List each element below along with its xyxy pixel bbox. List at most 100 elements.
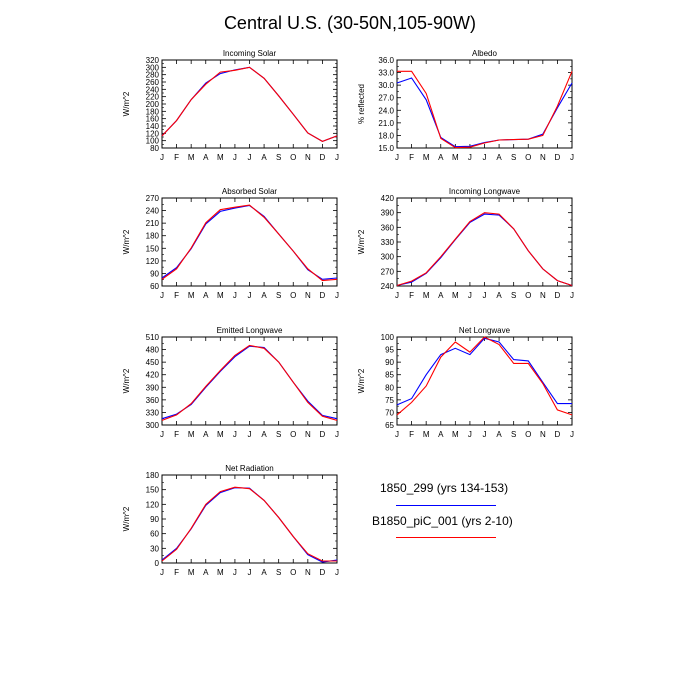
x-tick-label: N (540, 153, 546, 162)
x-tick-label: J (233, 568, 237, 577)
y-tick-label: 330 (146, 408, 160, 417)
y-tick-label: 360 (381, 223, 395, 232)
y-tick-label: 480 (146, 346, 160, 355)
y-tick-label: 0 (155, 559, 160, 568)
y-tick-label: 30.0 (378, 81, 394, 90)
series-line-blue (161, 204, 338, 280)
y-tick-label: 180 (146, 232, 160, 241)
y-tick-label: 18.0 (378, 131, 394, 140)
x-tick-label: S (276, 430, 281, 439)
x-tick-label: F (174, 153, 179, 162)
y-axis-label: W/m^2 (122, 368, 131, 393)
x-tick-label: A (496, 291, 502, 300)
y-tick-label: 390 (146, 383, 160, 392)
y-tick-label: 30 (150, 544, 159, 553)
series-line-red (161, 204, 338, 282)
x-tick-label: F (409, 291, 414, 300)
x-tick-label: N (305, 153, 311, 162)
y-tick-label: 80 (150, 144, 159, 153)
x-tick-label: J (570, 291, 574, 300)
series-line-red (161, 66, 338, 143)
y-tick-label: 24.0 (378, 106, 394, 115)
series-line-blue (396, 337, 572, 406)
series-line-red (161, 344, 338, 421)
plot-frame (396, 336, 573, 426)
series-line-red (161, 486, 337, 562)
x-tick-label: F (409, 430, 414, 439)
x-tick-label: D (320, 291, 326, 300)
x-tick-label: M (217, 291, 224, 300)
x-tick-label: A (438, 291, 444, 300)
x-tick-label: M (423, 430, 430, 439)
x-tick-label: D (320, 153, 326, 162)
y-tick-label: 300 (146, 63, 160, 72)
y-tick-label: 140 (146, 122, 160, 131)
x-tick-label: N (305, 430, 311, 439)
x-tick-label: A (261, 430, 267, 439)
x-tick-label: J (233, 291, 237, 300)
x-tick-label: A (438, 153, 444, 162)
x-tick-label: O (290, 153, 296, 162)
x-tick-label: O (525, 430, 531, 439)
y-tick-label: 95 (385, 346, 394, 355)
legend-line-2 (396, 537, 496, 538)
series-line-red (396, 336, 573, 416)
y-tick-label: 320 (146, 56, 160, 65)
y-tick-label: 100 (381, 333, 395, 342)
y-tick-label: 180 (146, 471, 160, 480)
y-tick-label: 510 (146, 333, 160, 342)
y-tick-label: 100 (146, 137, 160, 146)
y-tick-label: 160 (146, 115, 160, 124)
x-tick-label: S (276, 568, 281, 577)
x-tick-label: J (468, 291, 472, 300)
x-tick-label: F (174, 291, 179, 300)
y-tick-label: 420 (381, 194, 395, 203)
y-tick-label: 80 (385, 383, 394, 392)
y-tick-label: 21.0 (378, 119, 394, 128)
x-tick-label: O (525, 291, 531, 300)
x-tick-label: N (540, 430, 546, 439)
x-tick-label: J (248, 430, 252, 439)
y-tick-label: 120 (146, 257, 160, 266)
y-tick-label: 330 (381, 238, 395, 247)
y-tick-label: 200 (146, 100, 160, 109)
x-tick-label: J (160, 291, 164, 300)
x-tick-label: S (511, 430, 516, 439)
x-tick-label: J (335, 153, 339, 162)
x-tick-label: O (290, 291, 296, 300)
x-tick-label: N (305, 291, 311, 300)
y-tick-label: 36.0 (378, 56, 394, 65)
y-tick-label: 60 (150, 282, 159, 291)
x-tick-label: O (290, 568, 296, 577)
y-tick-label: 450 (146, 358, 160, 367)
x-tick-label: A (496, 153, 502, 162)
y-axis-label: W/m^2 (357, 229, 366, 254)
x-tick-label: N (540, 291, 546, 300)
series-line-red (397, 70, 573, 149)
x-tick-label: J (335, 568, 339, 577)
x-tick-label: J (395, 153, 399, 162)
x-tick-label: O (525, 153, 531, 162)
x-tick-label: J (570, 153, 574, 162)
x-tick-label: O (290, 430, 296, 439)
x-tick-label: J (248, 153, 252, 162)
y-axis-label: W/m^2 (122, 91, 131, 116)
x-tick-label: S (511, 291, 516, 300)
y-tick-label: 75 (385, 396, 394, 405)
x-tick-label: F (174, 568, 179, 577)
legend-label-2: B1850_piC_001 (yrs 2-10) (372, 514, 513, 528)
chart-title: Incoming Longwave (449, 187, 521, 196)
x-tick-label: A (203, 430, 209, 439)
y-tick-label: 120 (146, 500, 160, 509)
x-tick-label: J (395, 291, 399, 300)
x-tick-label: J (335, 291, 339, 300)
y-axis-label: % reflected (357, 84, 366, 124)
x-tick-label: D (555, 291, 561, 300)
x-tick-label: A (203, 568, 209, 577)
x-tick-label: S (276, 153, 281, 162)
y-tick-label: 300 (381, 253, 395, 262)
x-tick-label: A (203, 291, 209, 300)
y-tick-label: 210 (146, 219, 160, 228)
